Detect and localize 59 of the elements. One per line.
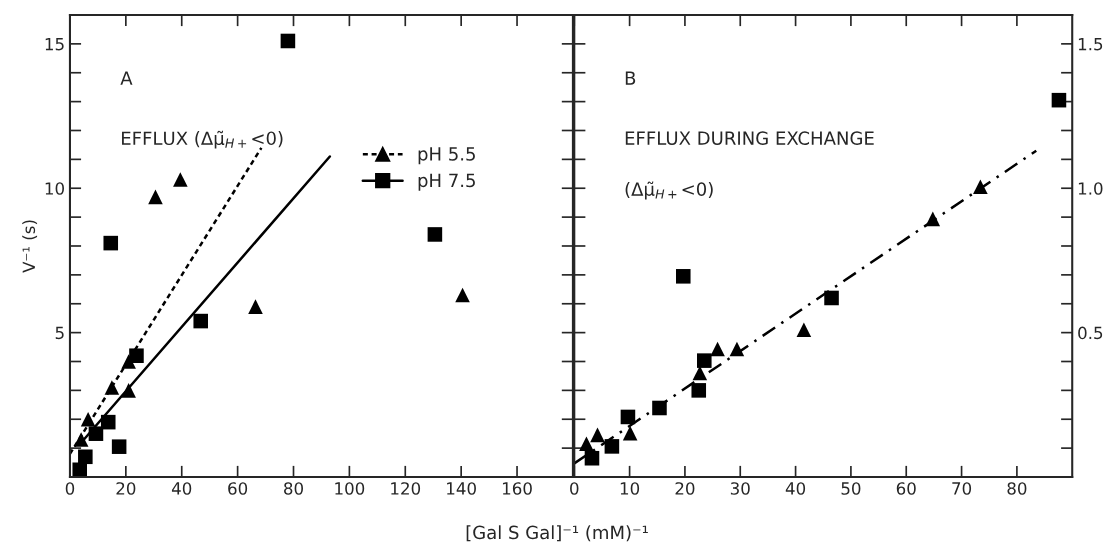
x-tick-label: 160	[502, 482, 532, 495]
y-tick-label: 1.5	[1078, 38, 1103, 51]
point	[604, 439, 620, 454]
point	[692, 365, 708, 381]
point	[824, 290, 839, 306]
point	[675, 269, 691, 284]
x-tick-label: 100	[335, 482, 365, 495]
point	[1051, 92, 1067, 108]
x-tick-label: 50	[841, 482, 861, 495]
point	[455, 287, 470, 303]
point	[72, 462, 88, 478]
point	[103, 235, 119, 251]
x-tick-label: 40	[785, 482, 806, 495]
x-tick-label: 80	[284, 482, 303, 495]
point	[427, 227, 443, 242]
point	[579, 436, 594, 452]
point	[280, 33, 296, 49]
annotation: B	[625, 71, 636, 85]
x-tick-label: 10	[620, 482, 640, 495]
point	[100, 414, 116, 430]
x-tick-label: 0	[570, 482, 579, 495]
x-tick-label: 70	[952, 482, 972, 495]
legend-label: pH 7.5	[418, 173, 475, 191]
point	[697, 353, 712, 368]
point	[710, 341, 725, 357]
annotation: EFFLUX (Δμ̃$_{H+}$<0)	[122, 130, 283, 149]
y-tick-label: 5	[55, 326, 64, 340]
annotation: (Δμ̃$_{H+}$<0)	[625, 181, 713, 200]
x-tick-label: 60	[228, 482, 248, 495]
point	[148, 189, 163, 205]
annotation: A	[120, 71, 133, 85]
point	[248, 299, 263, 314]
x-tick-label: 20	[116, 482, 136, 495]
point	[796, 322, 812, 338]
y-axis-title: V⁻¹ (s)	[22, 220, 38, 273]
x-tick-label: 60	[896, 482, 916, 495]
y-tick-label: 15	[45, 38, 64, 51]
annotation: EFFLUX DURING EXCHANGE	[625, 131, 874, 145]
point	[584, 450, 600, 466]
point	[129, 348, 144, 364]
x-tick-label: 0	[65, 482, 75, 495]
legend-label: pH 5.5	[418, 147, 475, 165]
x-axis-title: [Gal S Gal]⁻¹ (mM)⁻¹	[466, 525, 648, 542]
point	[691, 383, 707, 398]
point	[111, 439, 127, 454]
y-tick-label: 10	[45, 182, 64, 195]
point	[173, 172, 188, 187]
x-tick-label: 80	[1007, 482, 1027, 495]
x-tick-label: 40	[171, 482, 192, 495]
y-tick-label: 0.5	[1078, 326, 1103, 340]
point	[590, 427, 605, 443]
x-tick-label: 140	[447, 482, 476, 495]
point	[78, 449, 93, 465]
y-tick-label: 1.0	[1078, 182, 1103, 195]
point	[193, 313, 209, 329]
x-tick-label: 20	[675, 482, 695, 495]
x-tick-label: 30	[730, 482, 750, 495]
point	[622, 425, 638, 441]
x-tick-label: 120	[391, 482, 421, 495]
